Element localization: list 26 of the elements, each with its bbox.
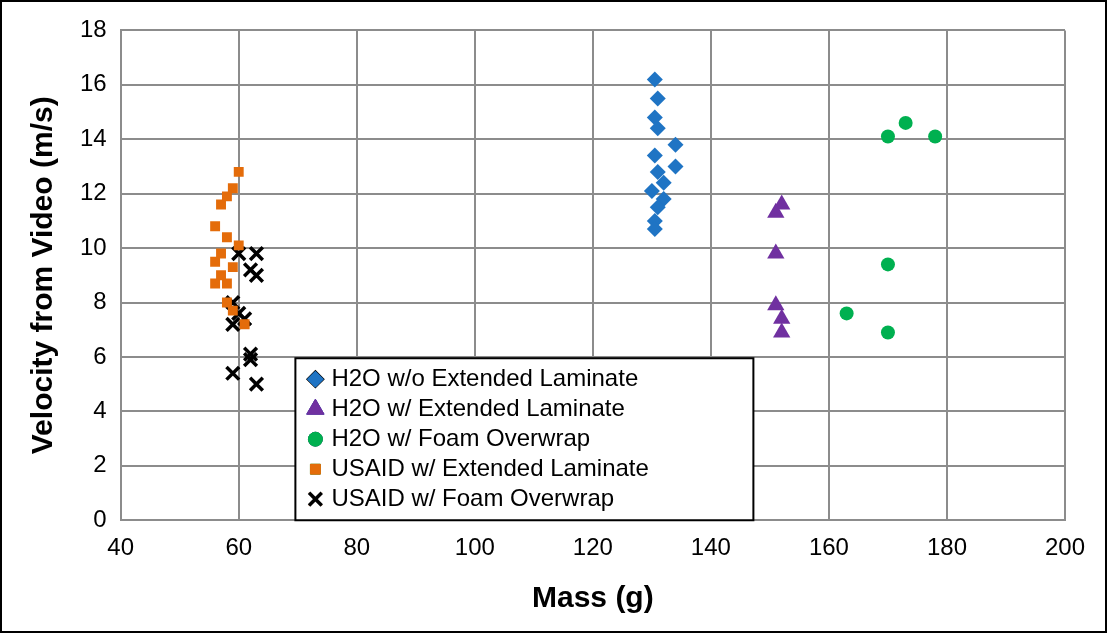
y-tick-label: 14 (79, 123, 107, 151)
legend-label: H2O w/ Extended Laminate (331, 393, 625, 421)
x-tick-label: 80 (343, 533, 371, 561)
x-tick-label: 180 (926, 533, 967, 561)
legend-label: USAID w/ Extended Laminate (331, 453, 649, 481)
y-tick-label: 8 (93, 287, 107, 315)
y-tick-label: 2 (93, 450, 107, 478)
y-tick-label: 12 (79, 178, 107, 206)
y-tick-label: 10 (79, 232, 107, 260)
y-axis-title: Velocity from Video (m/s) (25, 96, 59, 455)
x-tick-label: 200 (1044, 533, 1086, 561)
x-axis-title: Mass (g) (532, 580, 654, 614)
legend-label: USAID w/ Foam Overwrap (331, 483, 615, 511)
legend-label: H2O w/ Foam Overwrap (331, 423, 591, 451)
y-tick-label: 16 (79, 69, 107, 97)
legend-label: H2O w/o Extended Laminate (331, 363, 639, 391)
x-tick-label: 160 (808, 533, 849, 561)
x-tick-label: 100 (454, 533, 495, 561)
x-tick-label: 60 (225, 533, 253, 561)
y-tick-label: 6 (93, 341, 107, 369)
x-tick-label: 140 (690, 533, 731, 561)
y-tick-label: 0 (93, 504, 107, 532)
y-tick-label: 4 (93, 395, 107, 423)
y-tick-label: 18 (79, 15, 107, 43)
x-tick-label: 40 (107, 533, 135, 561)
x-tick-label: 120 (572, 533, 613, 561)
